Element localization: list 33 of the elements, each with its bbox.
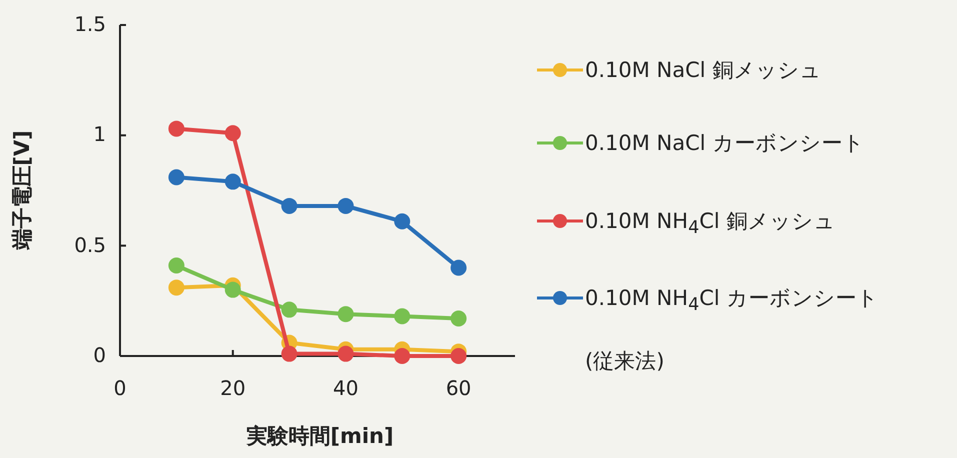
point xyxy=(450,310,467,326)
legend-label: 0.10M NaCl カーボンシート xyxy=(585,130,866,157)
point xyxy=(281,198,298,214)
y-tick-label: 1.5 xyxy=(73,12,106,36)
point xyxy=(338,346,354,362)
point xyxy=(450,348,467,364)
point xyxy=(281,302,298,318)
point xyxy=(338,198,354,214)
legend-label: 0.10M NaCl 銅メッシュ xyxy=(585,57,822,84)
point xyxy=(224,282,241,298)
point xyxy=(394,213,410,230)
x-tick-label: 60 xyxy=(444,376,472,400)
point xyxy=(168,169,184,186)
point xyxy=(394,308,410,324)
x-tick-label: 20 xyxy=(219,376,247,400)
y-axis-title: 端子電圧[V] xyxy=(9,129,35,252)
point xyxy=(281,346,298,362)
point xyxy=(168,280,184,296)
legend-label: 0.10M NH$_{4}$Cl 銅メッシュ xyxy=(585,208,836,240)
x-tick-label: 40 xyxy=(332,376,360,400)
text: 0.10M NH$_{4}$Cl カーボンシート (従来法) xyxy=(585,286,878,374)
y-tick-label: 1 xyxy=(93,122,106,146)
point xyxy=(168,120,184,137)
point xyxy=(338,306,354,322)
point xyxy=(224,174,241,190)
y-tick-label: 0.5 xyxy=(74,232,106,257)
x-axis-title: 実験時間[min] xyxy=(245,423,395,450)
point xyxy=(450,260,467,276)
point xyxy=(394,348,410,364)
point xyxy=(224,125,241,142)
x-tick-label: 0 xyxy=(112,376,128,400)
y-tick-label: 0 xyxy=(92,343,106,367)
point xyxy=(168,258,184,274)
